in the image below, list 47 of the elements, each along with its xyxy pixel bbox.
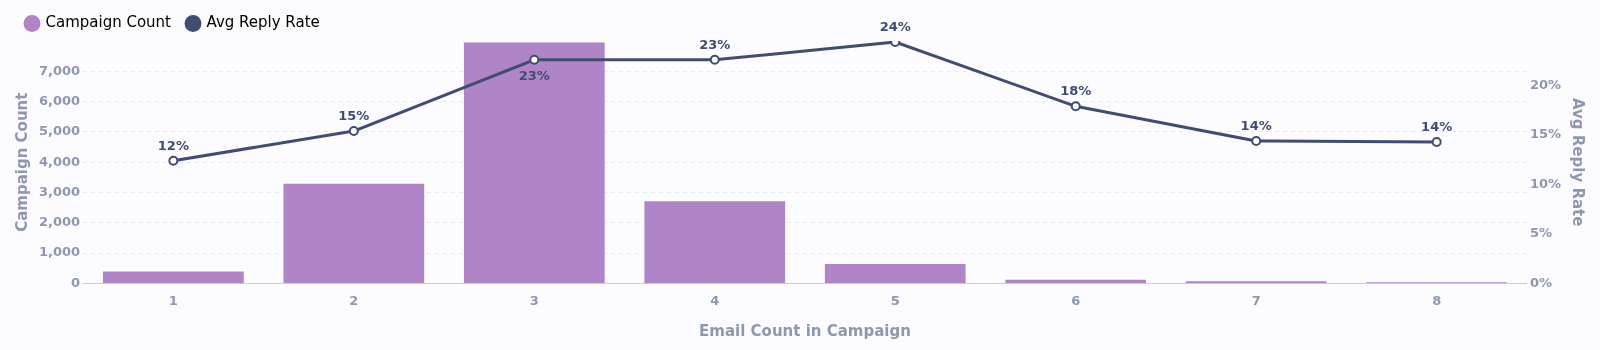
legend-label: Campaign Count [45,13,172,32]
x-tick-label: 6 [1071,292,1081,308]
y2-tick-label: 20% [1529,76,1562,92]
y-tick-label: 1,000 [39,244,81,260]
y-tick-label: 0 [71,274,81,290]
y-tick-label: 4,000 [39,153,81,169]
data-label: 23% [699,36,731,52]
y2-axis-title: Avg Reply Rate [1569,97,1588,227]
y2-tick-label: 15% [1529,126,1562,142]
x-tick-label: 5 [890,292,900,308]
data-label: 14% [1421,118,1453,134]
bar [1005,279,1147,283]
point [1251,135,1262,146]
bar [463,42,605,283]
point [529,54,540,65]
y2-tick-label: 5% [1529,225,1552,241]
bar [102,271,244,283]
x-tick-label: 2 [349,292,359,308]
y-tick-label: 3,000 [39,183,81,199]
x-tick-label: 7 [1251,292,1261,308]
x-tick-label: 3 [529,292,539,308]
data-label: 18% [1060,83,1092,99]
y2-tick-label: 0% [1529,274,1552,290]
x-tick-label: 4 [710,292,720,308]
bar [824,264,966,283]
x-tick-label: 1 [168,292,178,308]
y-axis-title: Campaign Count [12,92,31,232]
bar [283,183,425,283]
y-tick-label: 7,000 [39,62,81,78]
y-tick-label: 6,000 [39,92,81,108]
x-axis-title: Email Count in Campaign [699,321,911,340]
data-label: 14% [1240,117,1272,133]
point [168,155,179,166]
point [1431,136,1442,147]
legend-label: Avg Reply Rate [206,13,320,32]
y2-tick-label: 10% [1529,175,1562,191]
y-tick-label: 5,000 [39,123,81,139]
data-label: 23% [518,67,550,83]
point [348,126,359,137]
x-tick-label: 8 [1432,292,1442,308]
y-tick-label: 2,000 [39,214,81,230]
bar [644,201,786,283]
point [709,54,720,65]
data-label: 24% [879,18,911,34]
data-label: 12% [157,137,189,153]
point [1070,101,1081,112]
data-label: 15% [338,107,370,123]
